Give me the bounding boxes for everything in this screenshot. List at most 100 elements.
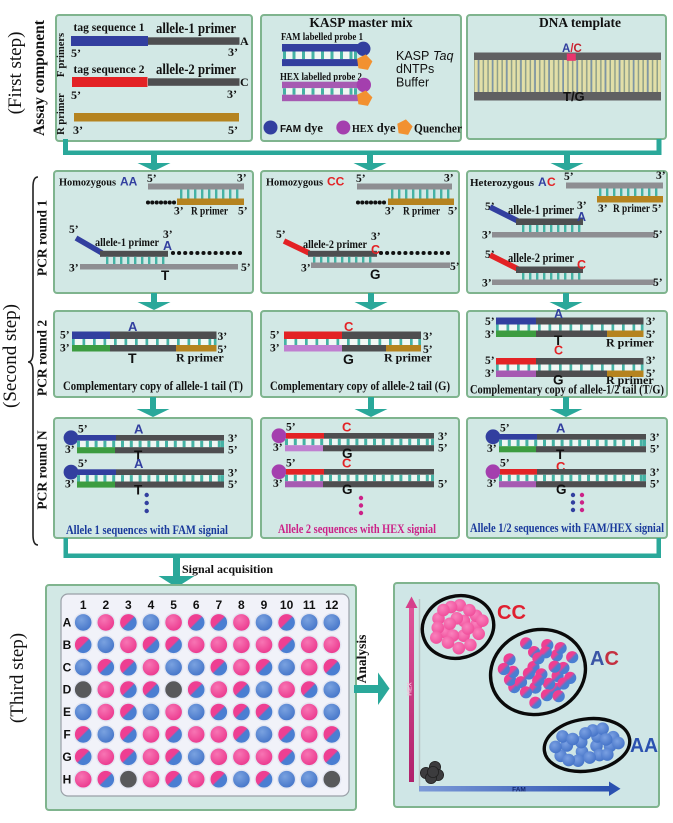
svg-text:3’: 3’ <box>598 203 608 215</box>
svg-text:3’: 3’ <box>174 206 184 218</box>
svg-text:allele-1 primer: allele-1 primer <box>156 21 236 37</box>
svg-text:3’: 3’ <box>423 331 433 343</box>
svg-text:C: C <box>344 319 354 334</box>
svg-text:FAM: FAM <box>512 787 526 794</box>
svg-text:3’: 3’ <box>228 45 238 59</box>
svg-text:12: 12 <box>325 598 339 612</box>
svg-text:Homozygous: Homozygous <box>59 177 117 189</box>
svg-text:A: A <box>63 616 72 630</box>
svg-text:G: G <box>342 482 353 497</box>
svg-text:(First step): (First step) <box>5 32 26 115</box>
svg-text:3’: 3’ <box>577 200 587 212</box>
svg-text:2: 2 <box>102 598 109 612</box>
svg-text:PCR round 1: PCR round 1 <box>35 200 50 277</box>
svg-text:3’: 3’ <box>69 263 79 275</box>
svg-text:F: F <box>63 728 70 742</box>
svg-text:3’: 3’ <box>656 170 666 182</box>
svg-text:8: 8 <box>238 598 245 612</box>
svg-text:R primer: R primer <box>176 351 224 365</box>
svg-text:5’: 5’ <box>238 206 248 218</box>
svg-text:3’: 3’ <box>228 433 238 445</box>
svg-text:3’: 3’ <box>646 355 656 367</box>
svg-text:H: H <box>63 772 72 786</box>
svg-text:HEX: HEX <box>407 682 414 696</box>
svg-text:G: G <box>343 351 354 367</box>
svg-text:G: G <box>553 373 564 388</box>
svg-text:5’: 5’ <box>286 458 296 470</box>
svg-text:E: E <box>63 705 71 719</box>
svg-text:CC: CC <box>497 602 526 624</box>
svg-text:5’: 5’ <box>218 344 228 356</box>
svg-text:A: A <box>128 319 138 334</box>
svg-text:3’: 3’ <box>482 230 492 242</box>
svg-text:3’: 3’ <box>273 442 283 454</box>
svg-text:Signal acquisition: Signal acquisition <box>182 562 273 576</box>
svg-text:Heterozygous: Heterozygous <box>470 177 535 189</box>
svg-text:R primer: R primer <box>606 373 654 387</box>
svg-text:5’: 5’ <box>485 201 495 213</box>
svg-text:3’: 3’ <box>444 173 454 185</box>
svg-text:C: C <box>342 456 352 471</box>
svg-text:T: T <box>134 482 143 497</box>
svg-text:5’: 5’ <box>276 229 286 241</box>
svg-text:HEX labelled probe 2: HEX labelled probe 2 <box>280 72 362 83</box>
svg-text:(Third step): (Third step) <box>7 633 28 723</box>
svg-text:T: T <box>134 448 143 463</box>
svg-text:3’: 3’ <box>301 263 311 275</box>
svg-text:5’: 5’ <box>423 344 433 356</box>
svg-text:9: 9 <box>261 598 268 612</box>
svg-text:5’: 5’ <box>270 330 280 342</box>
svg-text:3’: 3’ <box>485 368 495 380</box>
svg-text:5’: 5’ <box>71 46 81 60</box>
svg-text:Complementary copy of allele-1: Complementary copy of allele-1/2 tail (T… <box>470 383 664 397</box>
svg-text:3’: 3’ <box>228 467 238 479</box>
svg-text:A: A <box>240 34 249 48</box>
svg-text:AA: AA <box>120 175 138 189</box>
svg-text:5’: 5’ <box>356 173 366 185</box>
svg-text:allele-1 primer: allele-1 primer <box>508 203 574 217</box>
svg-text:3’: 3’ <box>650 467 660 479</box>
svg-text:T/G: T/G <box>563 89 585 104</box>
svg-text:7: 7 <box>215 598 222 612</box>
svg-text:R primer: R primer <box>384 351 432 365</box>
svg-text:G: G <box>342 446 353 461</box>
svg-text:3’: 3’ <box>646 316 656 328</box>
svg-text:FAM dye: FAM dye <box>280 121 323 135</box>
svg-text:5’: 5’ <box>60 330 70 342</box>
svg-text:T: T <box>556 447 565 462</box>
svg-text:C: C <box>63 660 72 674</box>
svg-text:5’: 5’ <box>500 458 510 470</box>
svg-text:A: A <box>134 456 144 471</box>
svg-text:3’: 3’ <box>487 443 497 455</box>
svg-text:Homozygous: Homozygous <box>266 177 324 189</box>
svg-text:5: 5 <box>170 598 177 612</box>
svg-text:6: 6 <box>193 598 200 612</box>
svg-text:Allele 2 sequences with HEX si: Allele 2 sequences with HEX signial <box>278 522 436 536</box>
svg-text:3’: 3’ <box>65 478 75 490</box>
svg-text:3’: 3’ <box>270 343 280 355</box>
svg-text:R primer: R primer <box>191 206 228 218</box>
svg-text:3’: 3’ <box>73 123 83 137</box>
svg-text:Allele 1/2 sequences with FAM/: Allele 1/2 sequences with FAM/HEX signia… <box>470 521 664 535</box>
svg-text:R primer: R primer <box>403 206 440 218</box>
svg-text:4: 4 <box>148 598 155 612</box>
svg-text:A: A <box>554 307 563 321</box>
svg-text:C: C <box>577 258 586 272</box>
svg-text:5’: 5’ <box>286 422 296 434</box>
svg-text:3’: 3’ <box>163 229 173 241</box>
svg-text:KASP: KASP <box>396 49 429 63</box>
svg-text:A: A <box>556 421 566 436</box>
svg-text:D: D <box>63 683 72 697</box>
svg-text:5’: 5’ <box>646 368 656 380</box>
svg-text:3’: 3’ <box>385 206 395 218</box>
svg-text:5’: 5’ <box>652 203 662 215</box>
svg-text:3’: 3’ <box>273 478 283 490</box>
svg-text:3’: 3’ <box>227 87 237 101</box>
svg-text:Allele 1 sequences with FAM si: Allele 1 sequences with FAM signial <box>66 523 228 537</box>
svg-text:11: 11 <box>303 598 316 612</box>
svg-text:C: C <box>371 243 380 257</box>
svg-text:PCR round N: PCR round N <box>35 430 50 510</box>
svg-text:5’: 5’ <box>71 88 81 102</box>
svg-text:allele-2 primer: allele-2 primer <box>303 237 368 251</box>
svg-text:CC: CC <box>327 175 345 189</box>
